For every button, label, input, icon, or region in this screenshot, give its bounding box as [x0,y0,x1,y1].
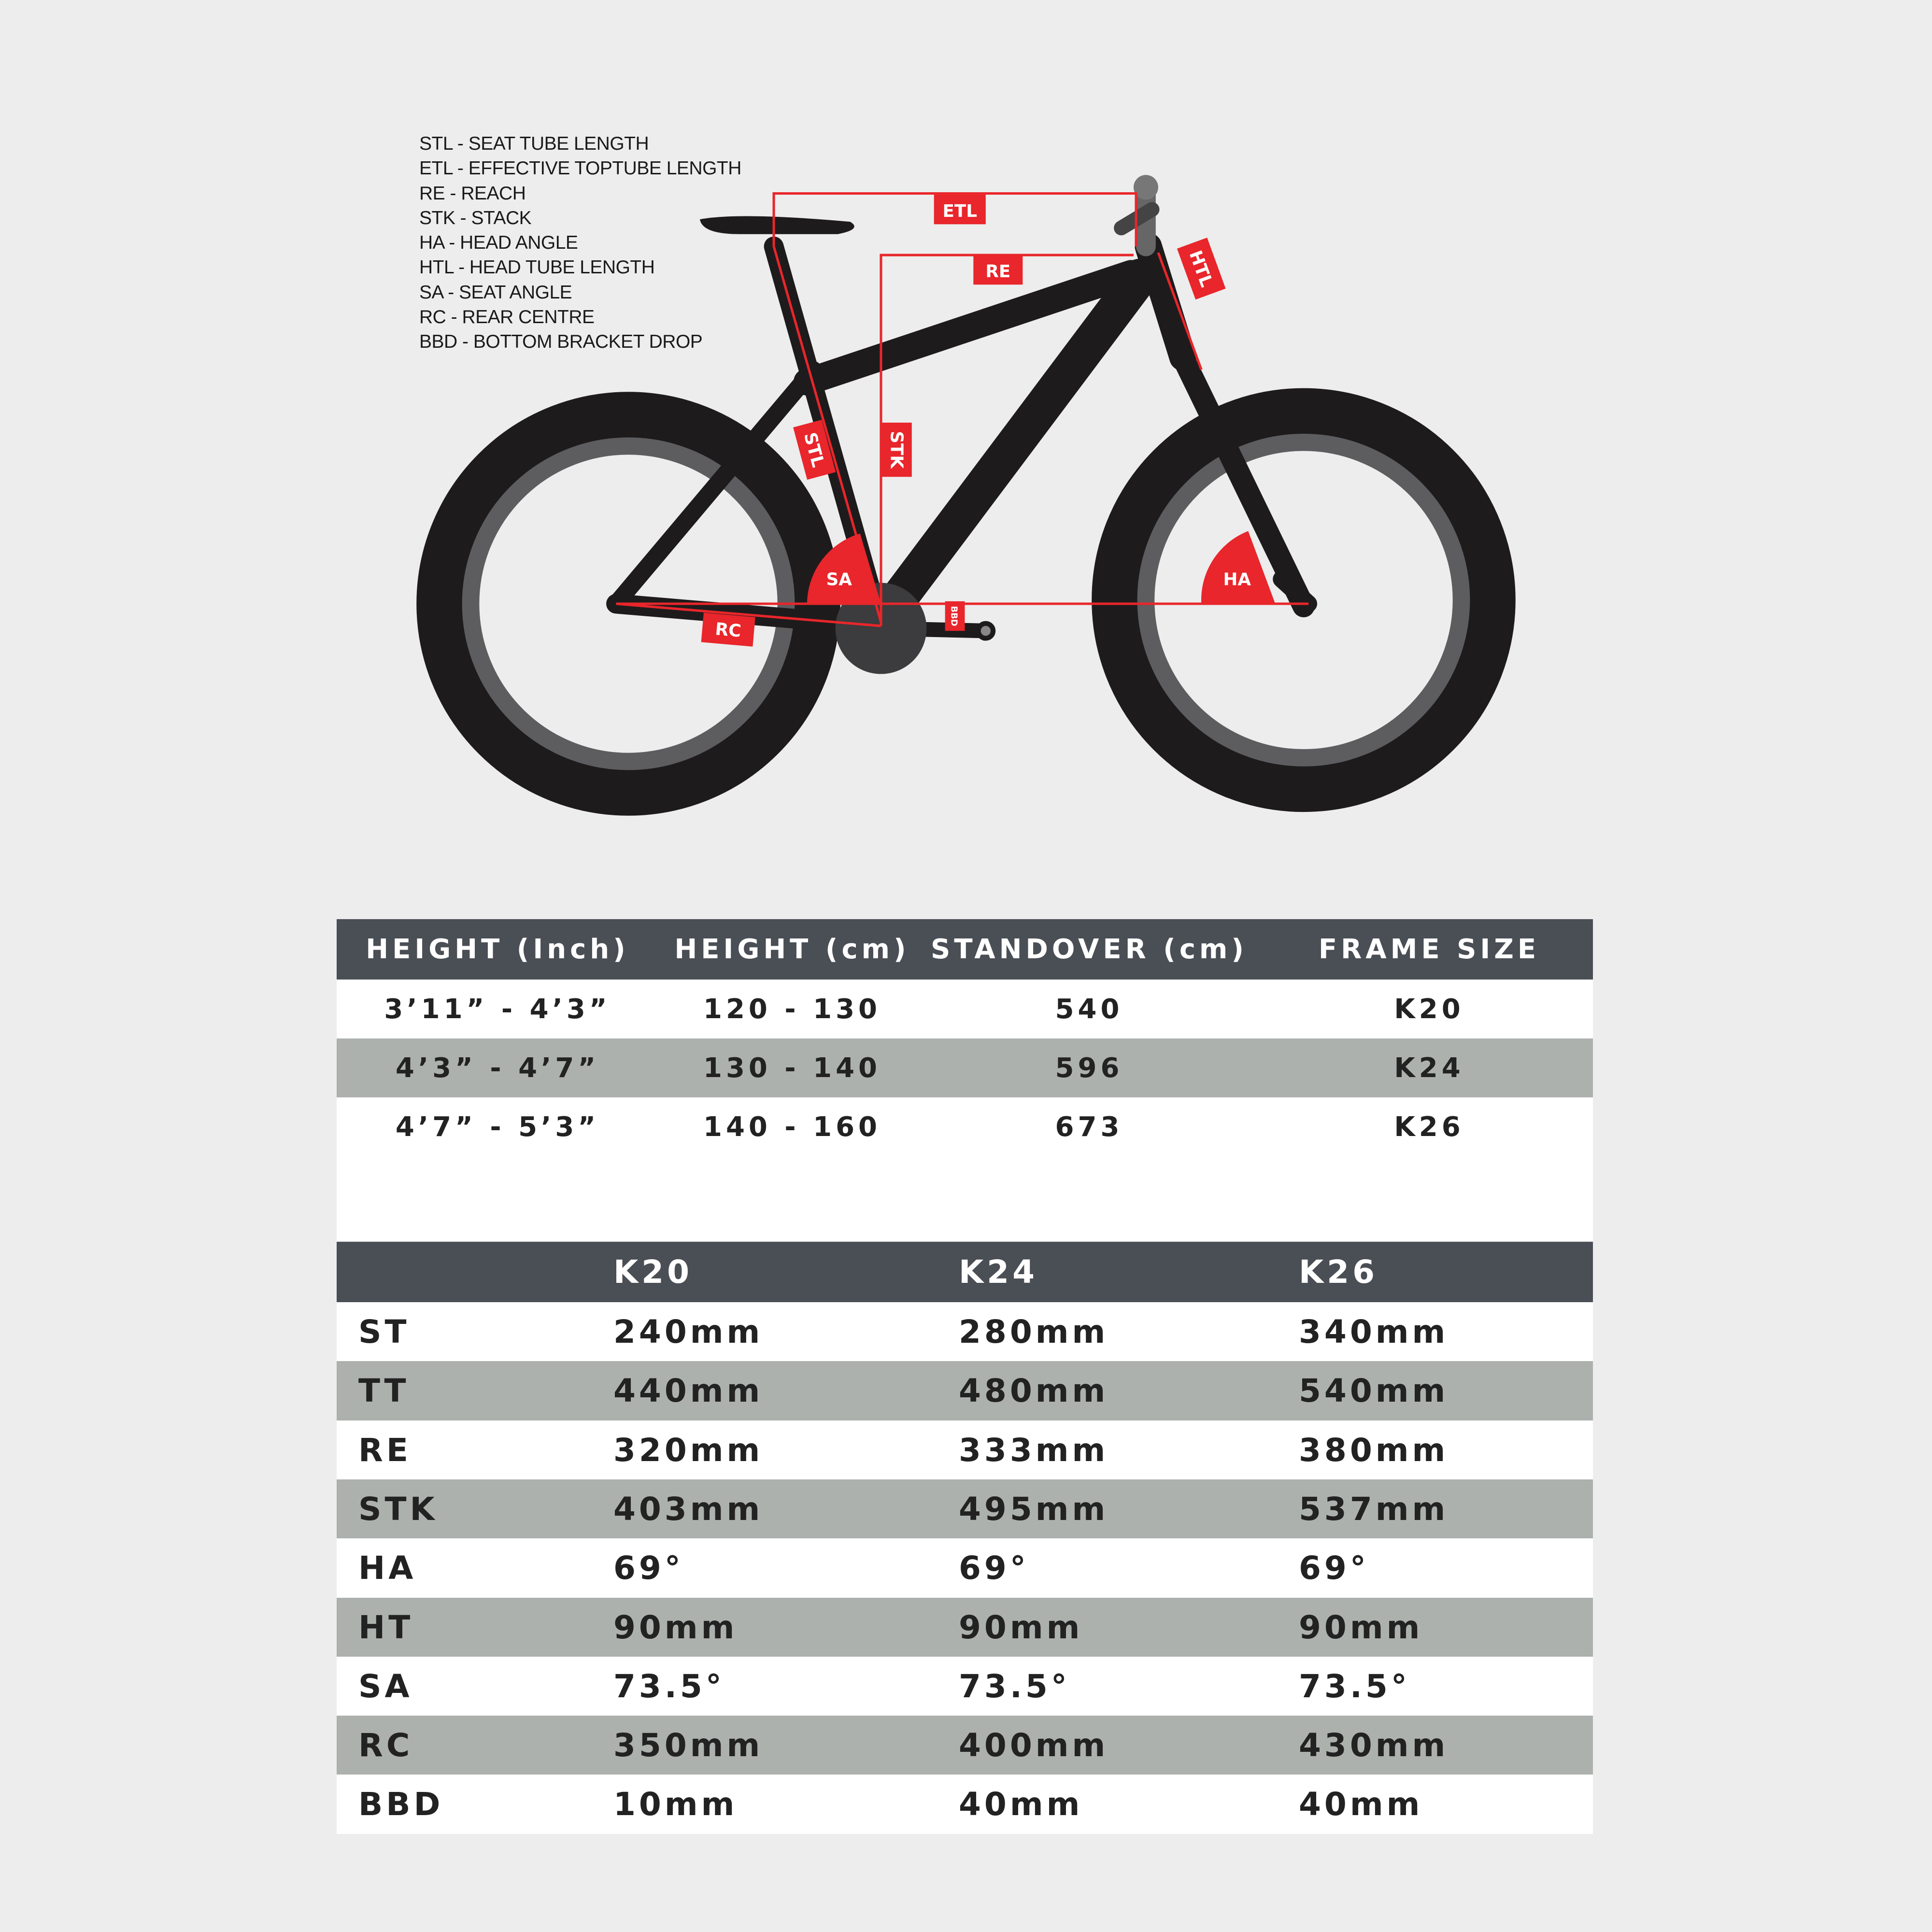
geometry-table: K20 K24 K26 ST 240mm 280mm 340mm TT 440mm 480mm 54… [337,1242,1593,1838]
row-label: BBD [358,1786,444,1823]
label-rc: RC [714,619,742,641]
table-cell: 120 - 130 [703,993,881,1025]
handlebar [1133,175,1158,200]
table-cell: 4’7” - 5’3” [395,1111,600,1143]
table-row: ST 240mm 280mm 340mm [337,1302,1593,1362]
table-cell: 540 [1055,993,1123,1025]
column-header: FRAME SIZE [1318,934,1540,965]
column-header: HEIGHT (cm) [674,934,910,965]
table-cell: 380mm [1299,1431,1449,1469]
table-cell: 73.5° [613,1667,725,1705]
table-cell: 340mm [1299,1313,1449,1350]
label-ha: HA [1223,570,1251,590]
chainring [835,582,927,674]
table-cell: 333mm [959,1431,1109,1469]
table-row: STK 403mm 495mm 537mm [337,1479,1593,1539]
row-label: RC [358,1727,413,1764]
row-label: SA [358,1667,413,1705]
column-header: K20 [613,1253,693,1291]
table-cell: 73.5° [959,1667,1070,1705]
front-wheel [1092,388,1516,812]
label-re: RE [985,262,1010,282]
table-cell: 440mm [613,1372,764,1410]
row-label: HA [358,1549,417,1587]
table-cell: 3’11” - 4’3” [384,993,611,1025]
head-angle-arc [1201,531,1276,604]
legend-item: STK - STACK [419,207,532,228]
table-cell: K24 [1394,1052,1464,1084]
table-cell: 73.5° [1299,1667,1410,1705]
table-cell: 130 - 140 [703,1052,881,1084]
pedal [976,621,996,641]
legend-item: BBD - BOTTOM BRACKET DROP [419,331,703,353]
row-label: HT [358,1608,414,1646]
legend-item: RE - REACH [419,183,526,204]
column-header: K26 [1299,1253,1378,1291]
column-header: HEIGHT (Inch) [366,934,629,965]
row-label: ST [358,1313,410,1350]
table-cell: 540mm [1299,1372,1449,1410]
table-row: HT 90mm 90mm 90mm [337,1597,1593,1657]
saddle [699,216,854,234]
label-stk: STK [886,431,906,469]
legend-item: HA - HEAD ANGLE [419,232,578,254]
legend-item: ETL - EFFECTIVE TOPTUBE LENGTH [419,158,741,179]
measurement-labels: ETL RE HTL STL STK SA HA RC BBD [701,195,1251,647]
table-cell: 90mm [613,1608,738,1646]
table-cell: 140 - 160 [703,1111,881,1143]
table-header: HEIGHT (Inch) HEIGHT (cm) STANDOVER (cm) FR… [337,919,1593,980]
size-table: HEIGHT (Inch) HEIGHT (cm) STANDOVER (cm) FR… [337,919,1593,1241]
table-row: 4’7” - 5’3” 140 - 160 673 K26 [337,1097,1593,1156]
table-cell: 40mm [1299,1786,1423,1823]
label-etl: ETL [942,201,977,221]
table-row: RE 320mm 333mm 380mm [337,1420,1593,1480]
table-cell: 90mm [1299,1608,1423,1646]
table-cell: 480mm [959,1372,1109,1410]
table-cell: 240mm [613,1313,764,1350]
table-cell: 320mm [613,1431,764,1469]
table-row: SA 73.5° 73.5° 73.5° [337,1656,1593,1716]
table-cell: 495mm [959,1490,1109,1528]
table-cell: 350mm [613,1727,764,1764]
table-cell: 403mm [613,1490,764,1528]
table-cell: 69° [613,1549,684,1587]
label-bbd: BBD [949,606,959,626]
column-header: STANDOVER (cm) [931,934,1248,965]
table-row: 4’3” - 4’7” 130 - 140 596 K24 [337,1038,1593,1097]
table-cell: 280mm [959,1313,1109,1350]
table-row: HA 69° 69° 69° [337,1538,1593,1598]
table-cell: 430mm [1299,1727,1449,1764]
table-cell: 69° [959,1549,1029,1587]
table-cell: 10mm [613,1786,738,1823]
table-cell: 4’3” - 4’7” [395,1052,600,1084]
table-cell: 537mm [1299,1490,1449,1528]
table-cell: 673 [1055,1111,1123,1143]
row-label: RE [358,1431,412,1469]
table-row: 3’11” - 4’3” 120 - 130 540 K20 [337,980,1593,1038]
table-cell: 40mm [959,1786,1083,1823]
row-label: TT [358,1372,410,1410]
row-label: STK [358,1490,438,1528]
legend-item: STL - SEAT TUBE LENGTH [419,133,649,154]
legend-item: RC - REAR CENTRE [419,307,595,328]
table-cell: 90mm [959,1608,1083,1646]
abbreviation-legend: STL - SEAT TUBE LENGTH ETL - EFFECTIVE TO… [419,131,741,355]
seat-angle-arc [807,533,881,604]
table-cell: K26 [1394,1111,1464,1143]
column-header: K24 [959,1253,1038,1291]
table-cell: 400mm [959,1727,1109,1764]
legend-item: SA - SEAT ANGLE [419,282,572,303]
legend-item: HTL - HEAD TUBE LENGTH [419,257,655,278]
table-header: K20 K24 K26 [337,1242,1593,1302]
table-row: TT 440mm 480mm 540mm [337,1361,1593,1421]
table-cell: 596 [1055,1052,1123,1084]
label-sa: SA [826,570,852,590]
table-cell: 69° [1299,1549,1369,1587]
table-row: BBD 10mm 40mm 40mm [337,1775,1593,1834]
table-row: RC 350mm 400mm 430mm [337,1716,1593,1776]
table-cell: K20 [1394,993,1464,1025]
